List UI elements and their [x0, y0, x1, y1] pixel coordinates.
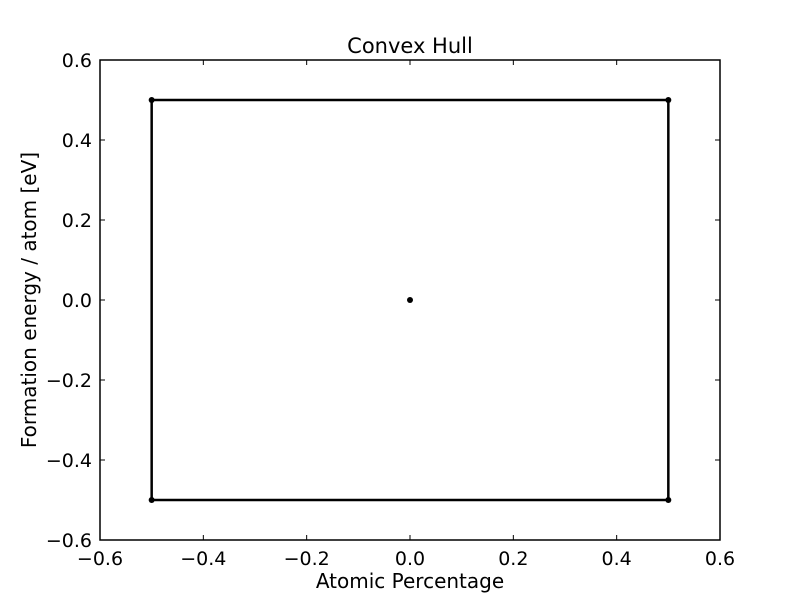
data-point [407, 297, 413, 303]
y-tick-label: −0.4 [46, 450, 92, 472]
y-tick-label: −0.6 [46, 530, 92, 552]
data-point [148, 97, 155, 103]
y-tick-label: −0.2 [46, 370, 92, 392]
y-tick-label: 0.6 [62, 50, 92, 72]
y-tick-label: 0.0 [62, 290, 92, 312]
y-tick-label: 0.4 [62, 130, 92, 152]
data-point [665, 97, 672, 103]
x-tick-label: −0.2 [284, 548, 330, 570]
y-tick-labels: −0.6 −0.4 −0.2 0.0 0.2 0.4 0.6 [46, 50, 92, 552]
x-tick-label: 0.0 [395, 548, 425, 570]
x-tick-label: 0.6 [705, 548, 735, 570]
y-tick-label: 0.2 [62, 210, 92, 232]
x-tick-label: 0.2 [498, 548, 528, 570]
data-point [148, 497, 155, 503]
axis-ticks [99, 59, 721, 541]
x-tick-label: −0.6 [77, 548, 123, 570]
x-tick-label: −0.4 [180, 548, 226, 570]
data-point [665, 497, 672, 503]
x-tick-labels: −0.6 −0.4 −0.2 0.0 0.2 0.4 0.6 [77, 548, 735, 570]
y-axis-label: Formation energy / atom [eV] [17, 152, 41, 448]
x-tick-label: 0.4 [602, 548, 632, 570]
points-layer [148, 97, 672, 503]
x-axis-label: Atomic Percentage [316, 569, 504, 593]
chart-title: Convex Hull [347, 34, 473, 58]
